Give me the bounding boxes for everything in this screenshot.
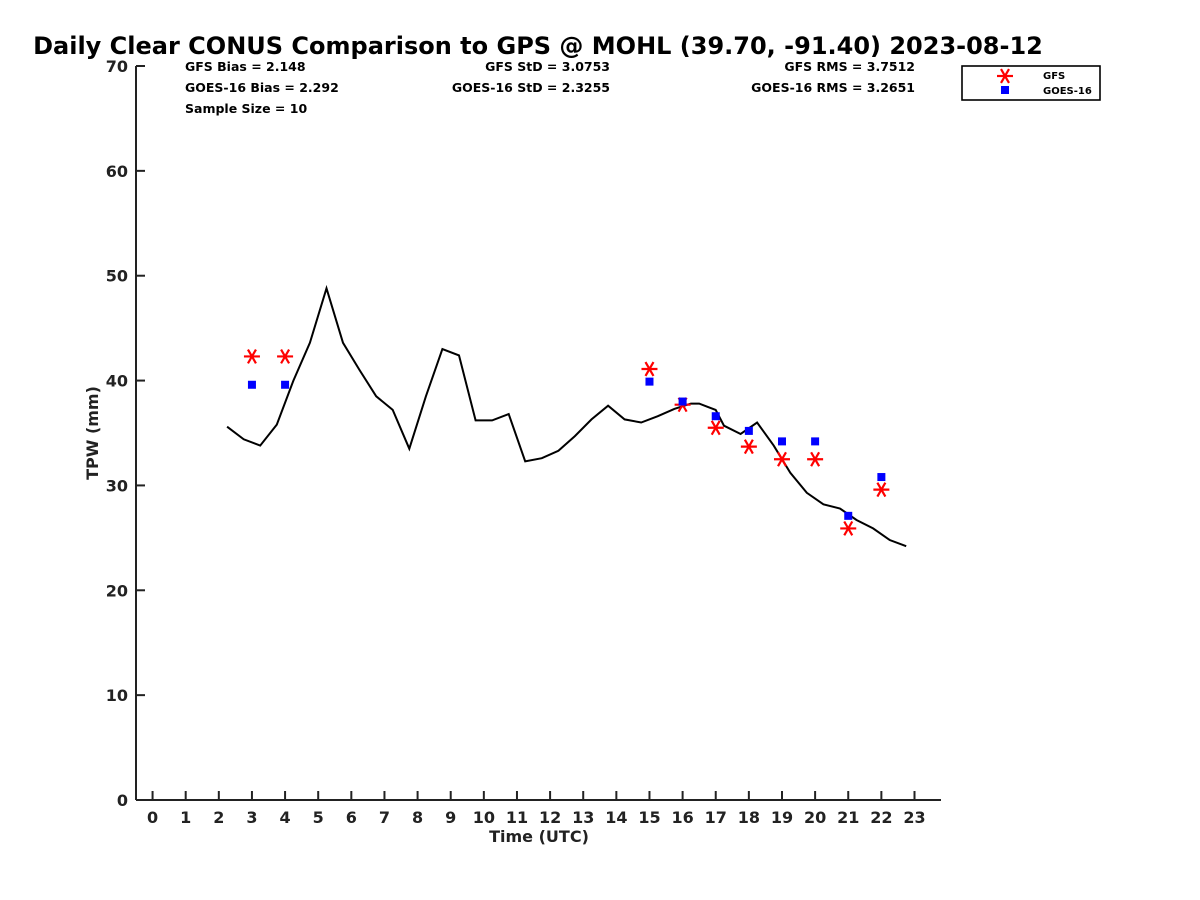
goes16-point (744, 426, 753, 435)
y-tick-label: 60 (106, 162, 128, 181)
asterisk-stroke (710, 420, 721, 436)
y-tick-label: 30 (106, 476, 128, 495)
stat-gfs-rms: GFS RMS = 3.7512 (784, 59, 915, 74)
legend-gfs-marker (997, 68, 1013, 84)
x-tick-label: 3 (246, 808, 257, 827)
x-tick-label: 8 (412, 808, 423, 827)
x-tick-label: 19 (771, 808, 793, 827)
x-tick-label: 21 (837, 808, 859, 827)
x-tick-label: 5 (313, 808, 324, 827)
gfs-point (740, 439, 757, 455)
legend-goes-label: GOES-16 (1043, 86, 1092, 97)
goes16-point (777, 437, 786, 446)
stat-gfs-bias: GFS Bias = 2.148 (185, 59, 306, 74)
y-tick-label: 10 (106, 686, 128, 705)
x-tick-label: 9 (445, 808, 456, 827)
x-tick-label: 13 (572, 808, 594, 827)
gps-tpw-line (226, 284, 907, 548)
stat-sample-size: Sample Size = 10 (185, 101, 307, 116)
y-tick-label: 0 (117, 791, 128, 810)
legend-gfs-asterisk (997, 68, 1013, 84)
y-axis-label: TPW (mm) (83, 386, 102, 480)
y-tick-label: 50 (106, 267, 128, 286)
asterisk-stroke (810, 451, 821, 467)
y-tick-label: 40 (106, 372, 128, 391)
goes16-point (645, 377, 654, 386)
legend-gfs-label: GFS (1043, 71, 1065, 82)
y-tick-label: 70 (106, 57, 128, 76)
chart-title: Daily Clear CONUS Comparison to GPS @ MO… (33, 32, 1043, 60)
x-tick-label: 2 (213, 808, 224, 827)
asterisk-stroke (280, 348, 291, 364)
stat-goes-std: GOES-16 StD = 2.3255 (452, 80, 610, 95)
x-tick-label: 7 (379, 808, 390, 827)
data-series (226, 284, 907, 548)
asterisk-stroke (777, 451, 787, 467)
x-tick-label: 22 (870, 808, 892, 827)
stat-gfs-std: GFS StD = 3.0753 (485, 59, 610, 74)
stat-goes-rms: GOES-16 RMS = 3.2651 (751, 80, 915, 95)
gfs-point (707, 420, 724, 436)
gfs-point (277, 348, 294, 364)
goes16-point (811, 437, 820, 446)
goes16-point (844, 511, 853, 520)
goes16-point (711, 412, 720, 421)
gfs-point (243, 348, 260, 364)
x-tick-label: 4 (280, 808, 291, 827)
x-tick-label: 17 (705, 808, 727, 827)
x-tick-label: 20 (804, 808, 826, 827)
x-axis-label: Time (UTC) (489, 827, 589, 846)
asterisk-stroke (246, 348, 257, 364)
x-tick-label: 15 (638, 808, 660, 827)
goes16-point (678, 397, 687, 406)
x-tick-label: 12 (539, 808, 561, 827)
asterisk-stroke (644, 361, 655, 377)
gfs-point (807, 451, 824, 467)
asterisk-stroke (876, 482, 887, 498)
x-tick-label: 14 (605, 808, 627, 827)
legend-goes-square (1001, 86, 1009, 94)
goes16-point (247, 380, 256, 389)
stat-goes-bias: GOES-16 Bias = 2.292 (185, 80, 339, 95)
x-tick-label: 10 (473, 808, 495, 827)
x-tick-label: 6 (346, 808, 357, 827)
asterisk-stroke (743, 439, 754, 455)
x-tick-label: 0 (147, 808, 158, 827)
gfs-point (840, 520, 857, 536)
gfs-point (641, 361, 658, 377)
asterisk-stroke (1000, 68, 1010, 84)
legend: GFS GOES-16 (961, 65, 1101, 101)
x-tick-label: 23 (903, 808, 925, 827)
y-tick-label: 20 (106, 581, 128, 600)
legend-goes-marker (1001, 86, 1009, 94)
legend-box (961, 65, 1101, 101)
gfs-point (773, 451, 790, 467)
x-tick-label: 11 (506, 808, 528, 827)
x-tick-label: 1 (180, 808, 191, 827)
gfs-point (873, 482, 890, 498)
asterisk-stroke (843, 520, 854, 536)
x-tick-label: 16 (671, 808, 693, 827)
x-tick-label: 18 (738, 808, 760, 827)
goes16-point (281, 380, 290, 389)
goes16-point (877, 473, 886, 482)
